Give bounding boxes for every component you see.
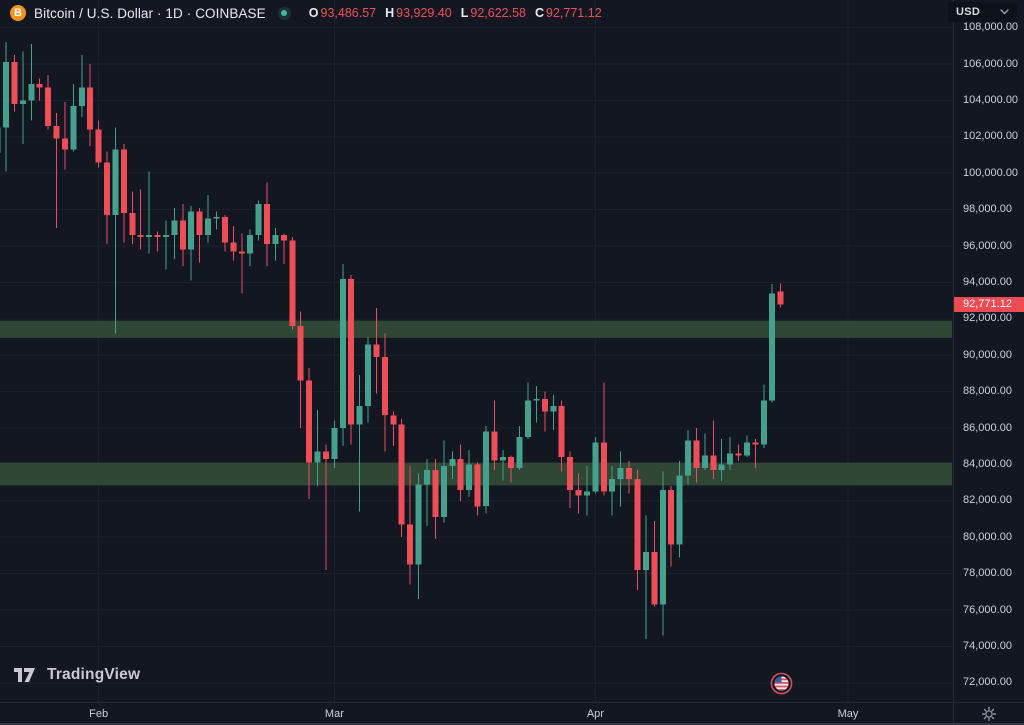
price-tick-label: 86,000.00 xyxy=(963,421,1012,434)
price-tick-label: 80,000.00 xyxy=(963,530,1012,543)
close-label: C xyxy=(535,6,545,20)
low-label: L xyxy=(460,6,469,20)
window-bottom-edge xyxy=(0,723,1024,725)
symbol-legend: B Bitcoin / U.S. Dollar · 1D · COINBASE … xyxy=(10,4,611,22)
currency-selector-label: USD xyxy=(956,6,981,18)
price-tick-label: 96,000.00 xyxy=(963,239,1012,252)
bitcoin-icon: B xyxy=(10,5,26,21)
price-tick-label: 102,000.00 xyxy=(963,130,1019,143)
currency-selector-button[interactable]: USD xyxy=(948,2,1017,22)
price-tick-label: 90,000.00 xyxy=(963,348,1012,361)
price-tick-label: 100,000.00 xyxy=(963,166,1019,179)
market-status-icon[interactable] xyxy=(277,6,291,20)
price-tick-label: 82,000.00 xyxy=(963,494,1012,507)
price-tick-label: 106,000.00 xyxy=(963,57,1019,70)
axis-settings-corner[interactable] xyxy=(953,702,1024,725)
price-tick-label: 74,000.00 xyxy=(963,639,1012,652)
open-label: O xyxy=(308,6,319,20)
price-tick-label: 104,000.00 xyxy=(963,93,1019,106)
us-economic-event-icon[interactable] xyxy=(770,672,793,695)
time-tick-label: May xyxy=(837,708,859,720)
ohlc-readout: O 93,486.57 H 93,929.40 L 92,622.58 C 92… xyxy=(309,6,611,20)
time-tick-label: Apr xyxy=(586,708,604,720)
price-tick-label: 94,000.00 xyxy=(963,275,1012,288)
high-label: H xyxy=(385,6,395,20)
grid-lines xyxy=(0,0,952,702)
tradingview-logo-icon xyxy=(14,668,35,682)
price-tick-label: 84,000.00 xyxy=(963,457,1012,470)
gear-icon xyxy=(981,706,997,721)
open-value: 93,486.57 xyxy=(320,6,377,20)
time-tick-label: Mar xyxy=(324,708,344,720)
us-flag-icon xyxy=(770,672,793,695)
price-tick-label: 98,000.00 xyxy=(963,203,1012,216)
low-value: 92,622.58 xyxy=(470,6,526,20)
time-tick-label: Feb xyxy=(89,708,109,720)
resistance-zone[interactable] xyxy=(0,320,952,338)
candlestick-series[interactable] xyxy=(0,42,784,640)
price-scale[interactable]: 92,771.12 108,000.00 106,000.00 104,000.00… xyxy=(953,0,1024,702)
chart-canvas[interactable] xyxy=(0,0,952,702)
high-value: 93,929.40 xyxy=(396,6,452,20)
price-tick-label: 92,000.00 xyxy=(963,312,1012,325)
price-tick-label: 108,000.00 xyxy=(963,21,1019,34)
chevron-down-icon xyxy=(1000,9,1009,15)
tradingview-logo[interactable]: TradingView xyxy=(12,665,140,684)
tradingview-logo-text: TradingView xyxy=(47,665,141,683)
price-tick-label: 72,000.00 xyxy=(963,676,1012,689)
price-tick-label: 78,000.00 xyxy=(963,567,1012,580)
price-tick-label: 76,000.00 xyxy=(963,603,1012,616)
price-tick-label: 88,000.00 xyxy=(963,385,1012,398)
close-value: 92,771.12 xyxy=(546,6,602,20)
time-scale[interactable]: Feb Mar Apr May xyxy=(0,702,1024,725)
current-price-label: 92,771.12 xyxy=(954,297,1024,313)
symbol-title[interactable]: Bitcoin / U.S. Dollar · 1D · COINBASE xyxy=(34,5,266,21)
